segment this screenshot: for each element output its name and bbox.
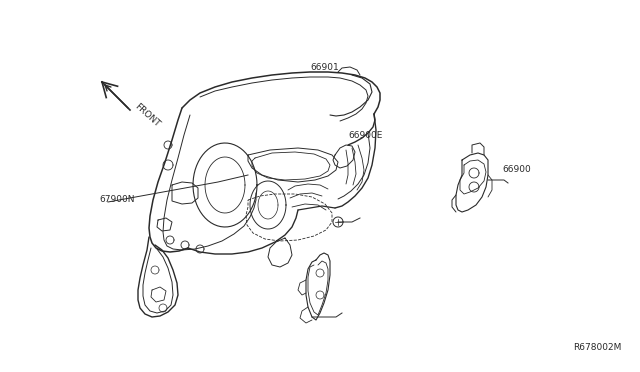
Text: FRONT: FRONT <box>133 101 162 128</box>
Text: 66901: 66901 <box>310 63 339 72</box>
Text: 67900N: 67900N <box>99 195 134 203</box>
Text: 66900: 66900 <box>502 165 531 174</box>
Text: 66900E: 66900E <box>349 131 383 140</box>
Text: R678002M: R678002M <box>573 343 622 352</box>
